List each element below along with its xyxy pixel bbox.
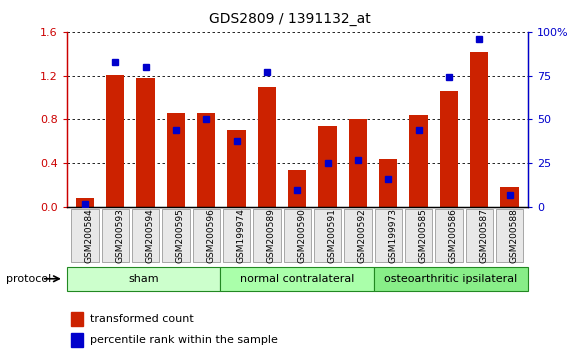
Bar	[106, 75, 124, 207]
Bar	[375, 209, 402, 262]
Text: GSM200595: GSM200595	[176, 208, 185, 263]
Bar	[318, 126, 336, 207]
Text: GSM200587: GSM200587	[479, 208, 488, 263]
Bar	[253, 209, 281, 262]
Text: osteoarthritic ipsilateral: osteoarthritic ipsilateral	[385, 274, 517, 284]
Bar	[288, 170, 306, 207]
Bar	[349, 120, 367, 207]
Bar	[501, 187, 519, 207]
Bar	[220, 267, 374, 291]
Bar	[67, 267, 220, 291]
Text: transformed count: transformed count	[90, 314, 194, 324]
Text: GSM200592: GSM200592	[358, 208, 367, 263]
Text: normal contralateral: normal contralateral	[240, 274, 354, 284]
Bar	[197, 113, 215, 207]
Bar	[132, 209, 160, 262]
Bar	[379, 159, 397, 207]
Text: GSM200594: GSM200594	[146, 208, 155, 263]
Bar	[193, 209, 220, 262]
Text: protocol: protocol	[6, 274, 51, 284]
Text: GSM200585: GSM200585	[419, 208, 427, 263]
Bar	[223, 209, 250, 262]
Bar	[71, 312, 83, 326]
Text: percentile rank within the sample: percentile rank within the sample	[90, 335, 278, 345]
Text: GSM200584: GSM200584	[85, 208, 94, 263]
Bar	[440, 91, 458, 207]
Bar	[314, 209, 341, 262]
Text: GSM199973: GSM199973	[388, 208, 397, 263]
Bar	[466, 209, 493, 262]
Bar	[102, 209, 129, 262]
Text: GDS2809 / 1391132_at: GDS2809 / 1391132_at	[209, 12, 371, 27]
Text: GSM200593: GSM200593	[115, 208, 124, 263]
Text: sham: sham	[128, 274, 159, 284]
Bar	[284, 209, 311, 262]
Text: GSM200589: GSM200589	[267, 208, 276, 263]
Bar	[258, 87, 276, 207]
Bar	[227, 130, 246, 207]
Bar	[136, 78, 155, 207]
Text: GSM200590: GSM200590	[297, 208, 306, 263]
Bar	[374, 267, 528, 291]
Bar	[345, 209, 372, 262]
Text: GSM200588: GSM200588	[510, 208, 519, 263]
Text: GSM199974: GSM199974	[237, 208, 245, 263]
Bar	[470, 52, 488, 207]
Bar	[167, 113, 185, 207]
Text: GSM200591: GSM200591	[328, 208, 336, 263]
Bar	[71, 209, 99, 262]
Bar	[162, 209, 190, 262]
Bar	[405, 209, 432, 262]
Text: GSM200586: GSM200586	[449, 208, 458, 263]
Text: GSM200596: GSM200596	[206, 208, 215, 263]
Bar	[71, 333, 83, 347]
Bar	[409, 115, 427, 207]
Bar	[435, 209, 463, 262]
Bar	[76, 198, 94, 207]
Bar	[496, 209, 523, 262]
